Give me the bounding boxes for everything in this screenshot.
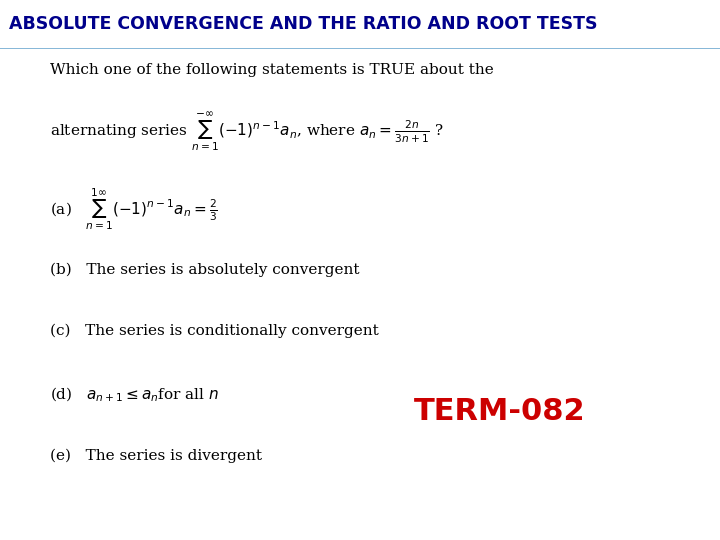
Text: alternating series $\sum_{n=1}^{-\infty}(-1)^{n-1}a_n$, where $a_n = \frac{2n}{3: alternating series $\sum_{n=1}^{-\infty}… xyxy=(50,110,444,154)
Text: (a)   $\sum_{n=1}^{1\infty}(-1)^{n-1}a_n = \frac{2}{3}$: (a) $\sum_{n=1}^{1\infty}(-1)^{n-1}a_n =… xyxy=(50,186,218,232)
Text: (e)   The series is divergent: (e) The series is divergent xyxy=(50,449,262,463)
Text: (b)   The series is absolutely convergent: (b) The series is absolutely convergent xyxy=(50,262,360,276)
Text: Which one of the following statements is TRUE about the: Which one of the following statements is… xyxy=(50,63,494,77)
Text: (c)   The series is conditionally convergent: (c) The series is conditionally converge… xyxy=(50,324,379,338)
Text: (d)   $a_{n+1} \leq a_n$for all $n$: (d) $a_{n+1} \leq a_n$for all $n$ xyxy=(50,385,220,403)
Text: ABSOLUTE CONVERGENCE AND THE RATIO AND ROOT TESTS: ABSOLUTE CONVERGENCE AND THE RATIO AND R… xyxy=(9,15,597,33)
Text: TERM-082: TERM-082 xyxy=(414,397,585,427)
